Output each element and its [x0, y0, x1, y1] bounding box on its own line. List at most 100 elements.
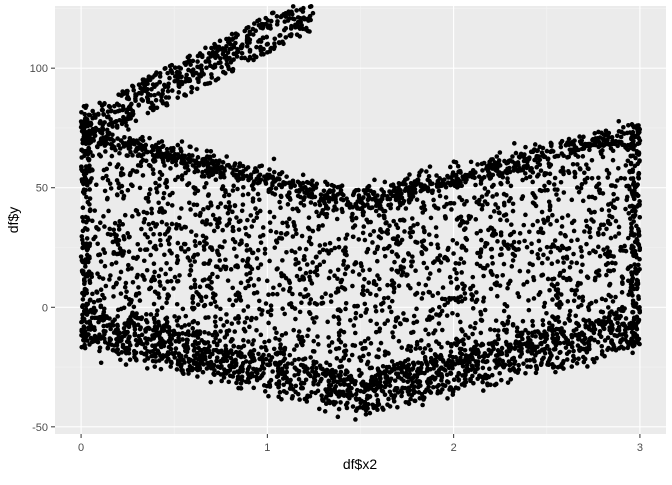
data-point [571, 252, 576, 257]
data-point [217, 220, 222, 225]
data-point [378, 236, 383, 241]
data-point [517, 166, 522, 171]
data-point [141, 210, 146, 215]
data-point [446, 380, 451, 385]
data-point [130, 214, 135, 219]
data-point [606, 305, 611, 310]
data-point [295, 274, 300, 279]
data-point [419, 338, 424, 343]
data-point [399, 345, 404, 350]
data-point [176, 152, 181, 157]
data-point [108, 162, 113, 167]
data-point [300, 234, 305, 239]
data-point [189, 229, 194, 234]
data-point [591, 248, 596, 253]
data-point [535, 148, 540, 153]
data-point [140, 333, 145, 338]
data-point [555, 356, 560, 361]
data-point [582, 170, 587, 175]
data-point [237, 219, 242, 224]
data-point [164, 324, 169, 329]
data-point [514, 151, 519, 156]
data-point [304, 191, 309, 196]
data-point [531, 323, 536, 328]
data-point [194, 147, 199, 152]
data-point [463, 348, 468, 353]
data-point [543, 339, 548, 344]
data-point [407, 363, 412, 368]
data-point [410, 259, 415, 264]
data-point [231, 188, 236, 193]
data-point [196, 292, 201, 297]
data-point [106, 114, 111, 119]
data-point [444, 195, 449, 200]
data-point [160, 144, 165, 149]
data-point [274, 186, 279, 191]
data-point [164, 261, 169, 266]
data-point [387, 365, 392, 370]
data-point [481, 274, 486, 279]
data-point [609, 254, 614, 259]
data-point [401, 311, 406, 316]
data-point [269, 303, 274, 308]
data-point [353, 379, 358, 384]
data-point [485, 381, 490, 386]
data-point [566, 169, 571, 174]
data-point [553, 347, 558, 352]
data-point [274, 230, 279, 235]
data-point [468, 324, 473, 329]
data-point [99, 287, 104, 292]
data-point [184, 73, 189, 78]
data-point [203, 59, 208, 64]
data-point [85, 236, 90, 241]
data-point [379, 187, 384, 192]
data-point [593, 196, 598, 201]
data-point [275, 292, 280, 297]
data-point [308, 14, 313, 19]
data-point [616, 166, 621, 171]
data-point [215, 355, 220, 360]
data-point [103, 264, 108, 269]
data-point [157, 274, 162, 279]
data-point [252, 291, 257, 296]
data-point [148, 187, 153, 192]
data-point [353, 343, 358, 348]
data-point [483, 351, 488, 356]
data-point [179, 80, 184, 85]
data-point [325, 320, 330, 325]
data-point [481, 376, 486, 381]
data-point [191, 294, 196, 299]
data-point [543, 188, 548, 193]
data-point [273, 192, 278, 197]
data-point [354, 392, 359, 397]
data-point [417, 390, 422, 395]
data-point [198, 366, 203, 371]
data-point [445, 313, 450, 318]
data-point [568, 265, 573, 270]
data-point [472, 195, 477, 200]
data-point [263, 180, 268, 185]
data-point [261, 353, 266, 358]
data-point [281, 180, 286, 185]
data-point [222, 55, 227, 60]
data-point [368, 291, 373, 296]
data-point [510, 264, 515, 269]
data-point [245, 258, 250, 263]
data-point [117, 103, 122, 108]
data-point [131, 255, 136, 260]
data-point [575, 238, 580, 243]
data-point [335, 356, 340, 361]
data-point [351, 234, 356, 239]
data-point [372, 178, 377, 183]
data-point [131, 280, 136, 285]
data-point [325, 248, 330, 253]
data-point [523, 145, 528, 150]
data-point [338, 400, 343, 405]
data-point [372, 229, 377, 234]
data-point [163, 66, 168, 71]
data-point [423, 355, 428, 360]
data-point [208, 155, 213, 160]
data-point [606, 335, 611, 340]
data-point [367, 268, 372, 273]
data-point [361, 202, 366, 207]
